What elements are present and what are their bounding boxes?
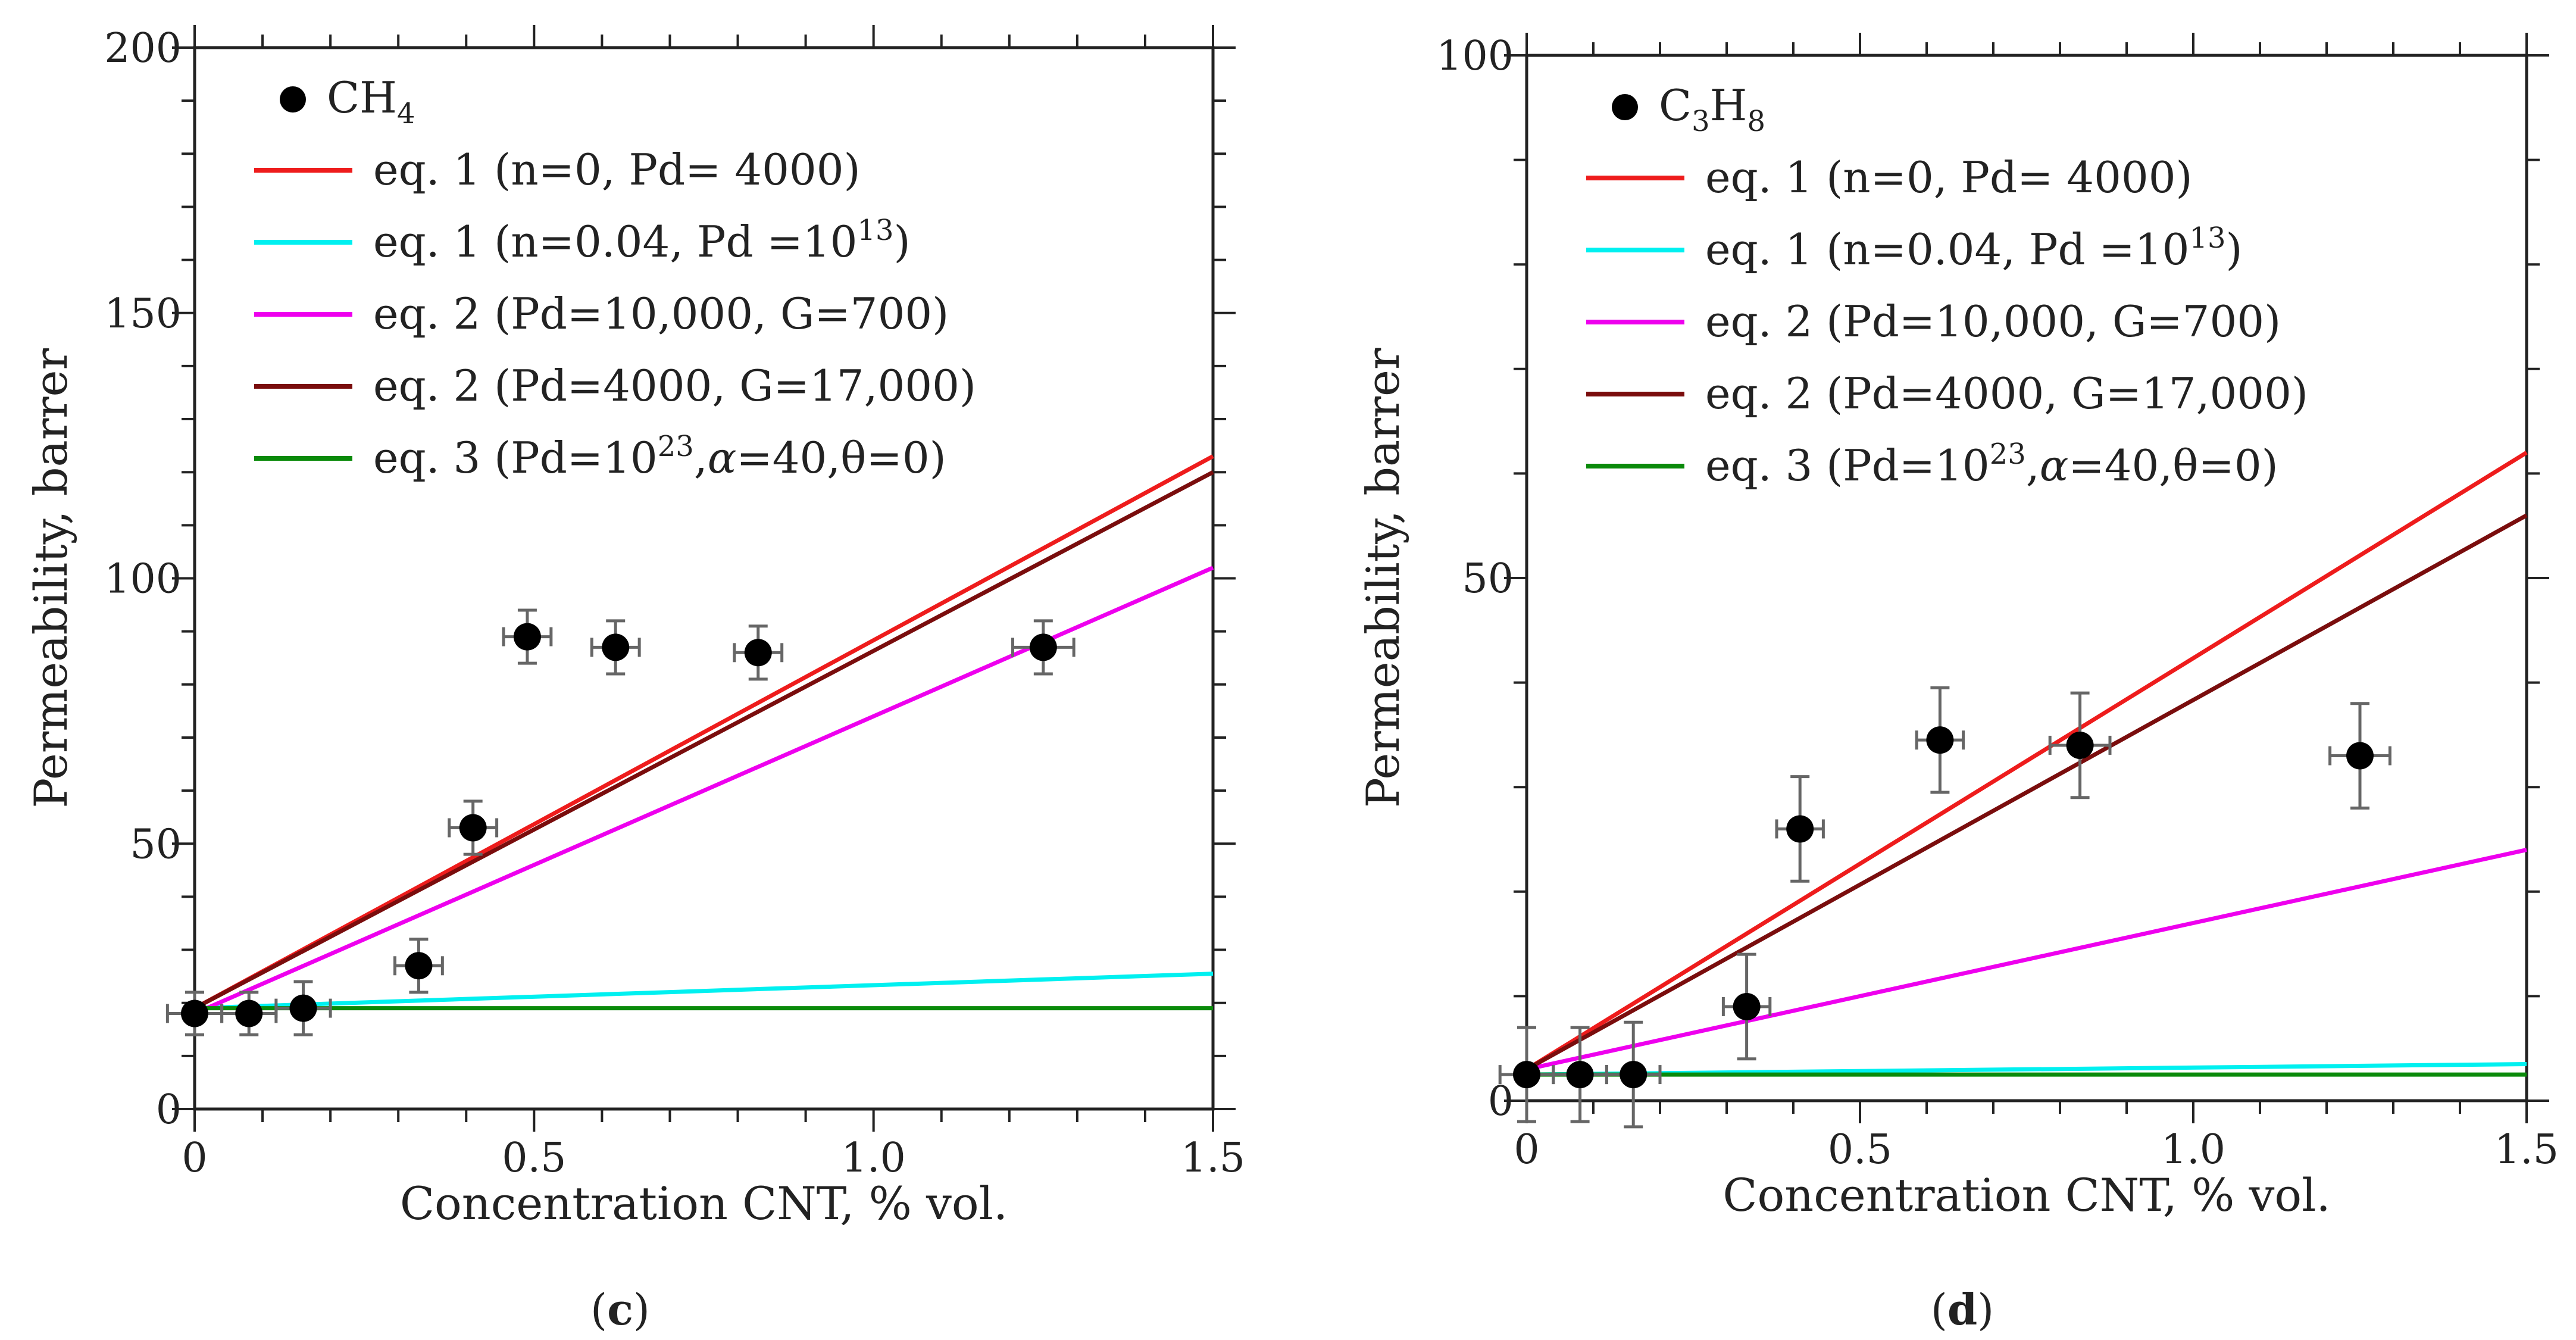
legend-gas-label: C3H8 [1659, 80, 1765, 138]
data-point [1620, 1061, 1647, 1089]
x-tick-label: 0 [182, 1135, 207, 1182]
legend-entry-3: eq. 2 (Pd=10,000, G=700) [373, 289, 949, 339]
legend-entry-2: eq. 1 (n=0.04, Pd =1013) [1705, 221, 2243, 274]
data-point [235, 999, 263, 1027]
y-tick-label: 150 [104, 291, 182, 338]
panel-label: (c) [590, 1284, 650, 1335]
plot-frame [193, 46, 1215, 1111]
series-line-1 [193, 454, 1214, 1010]
y-tick-label: 50 [130, 821, 182, 868]
x-tick-label: 0.5 [502, 1135, 566, 1182]
y-tick-label: 200 [104, 25, 182, 72]
x-tick-label: 1.0 [2161, 1126, 2225, 1173]
y-tick-label: 0 [1488, 1078, 1514, 1125]
y-tick-label: 100 [104, 556, 182, 603]
data-point [1029, 633, 1057, 661]
plot-frame [1525, 54, 2528, 1102]
x-tick-label: 0.5 [1828, 1126, 1892, 1173]
series-line-4 [193, 470, 1214, 1010]
data-point [513, 623, 541, 651]
data-point [405, 952, 433, 980]
series-line-2 [194, 972, 1214, 1011]
legend-entry-2: eq. 1 (n=0.04, Pd =1013) [373, 214, 911, 267]
x-tick-label: 0 [1514, 1126, 1539, 1173]
panel-label: (d) [1931, 1284, 1994, 1335]
series-line-3 [1526, 848, 2527, 1072]
y-tick-label: 0 [156, 1086, 182, 1133]
legend-entry-3: eq. 2 (Pd=10,000, G=700) [1705, 296, 2281, 346]
y-axis-label: Permeability, barrer [1356, 348, 1409, 808]
y-axis-label: Permeability, barrer [24, 348, 77, 808]
series-line-1 [1525, 451, 2528, 1072]
x-axis-label: Concentration CNT, % vol. [1722, 1169, 2330, 1222]
data-point [1786, 815, 1814, 843]
data-point [289, 994, 317, 1022]
y-tick-label: 50 [1462, 555, 1514, 602]
legend-marker [1612, 94, 1638, 120]
legend-entry-4: eq. 2 (Pd=4000, G=17,000) [1705, 368, 2308, 418]
legend-entry-1: eq. 1 (n=0, Pd= 4000) [373, 145, 861, 195]
legend-entry-5: eq. 3 (Pd=1023,α=40,θ=0) [373, 430, 946, 483]
x-tick-label: 1.5 [1181, 1135, 1245, 1182]
x-axis-label: Concentration CNT, % vol. [400, 1177, 1008, 1230]
data-point [1733, 992, 1761, 1020]
data-point [2346, 742, 2374, 770]
data-point [744, 639, 772, 667]
legend-marker [280, 86, 306, 113]
y-tick-label: 100 [1436, 33, 1514, 80]
series-line-4 [1525, 513, 2528, 1072]
legend-entry-1: eq. 1 (n=0, Pd= 4000) [1705, 152, 2193, 202]
chart-panel-c: 0 0.5 1.0 1.5 0 50 100 150 200 Concentration CNT,… [24, 25, 1245, 1335]
legend-gas-label: CH4 [327, 73, 415, 130]
legend-entry-4: eq. 2 (Pd=4000, G=17,000) [373, 361, 976, 411]
data-point [181, 999, 208, 1027]
chart-panel-d: 0 0.5 1.0 1.5 0 50 100 Concentration CNT, % vol… [1356, 33, 2559, 1335]
data-point [1566, 1061, 1594, 1089]
legend-entry-5: eq. 3 (Pd=1023,α=40,θ=0) [1705, 438, 2278, 491]
data-point [459, 814, 487, 842]
x-tick-label: 1.0 [842, 1135, 906, 1182]
data-point [1513, 1061, 1540, 1089]
data-point [2066, 731, 2094, 759]
data-point [602, 633, 630, 661]
series-line-3 [193, 566, 1214, 1016]
x-tick-label: 1.5 [2494, 1126, 2559, 1173]
data-point [1926, 726, 1954, 754]
